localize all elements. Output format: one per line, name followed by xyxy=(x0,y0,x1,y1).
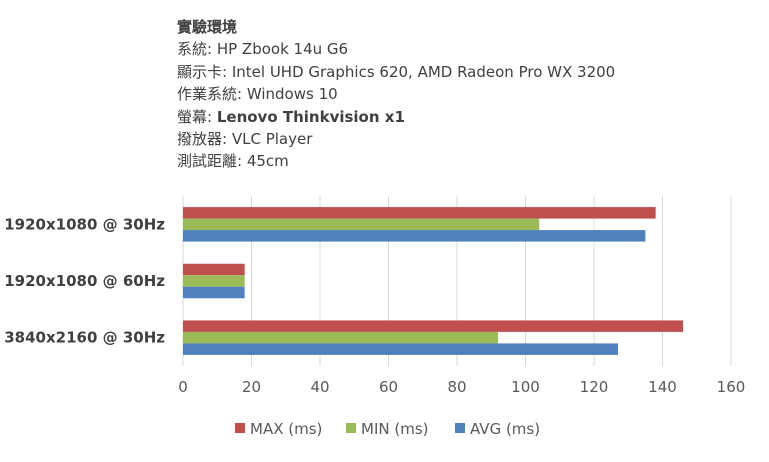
info-lines: 系統: HP Zbook 14u G6 顯示卡: Intel UHD Graphi… xyxy=(177,38,615,172)
info-line: 螢幕: Lenovo Thinkvision x1 xyxy=(177,106,615,128)
bar xyxy=(183,218,540,231)
x-tick-label: 40 xyxy=(310,378,329,396)
bar xyxy=(183,320,684,332)
chart-legend: MAX (ms) MIN (ms) AVG (ms) xyxy=(235,420,540,438)
bar xyxy=(183,286,245,299)
info-separator: : xyxy=(222,62,232,81)
bar xyxy=(183,207,656,219)
x-tick-label: 100 xyxy=(511,378,540,396)
bar xyxy=(183,230,646,242)
info-separator: : xyxy=(207,107,217,126)
bar xyxy=(183,263,245,276)
bar xyxy=(183,275,245,287)
experiment-info: 實驗環境 系統: HP Zbook 14u G6 顯示卡: Intel UHD G… xyxy=(177,16,615,173)
legend-swatch xyxy=(235,423,245,433)
info-line: 系統: HP Zbook 14u G6 xyxy=(177,38,615,60)
info-line: 測試距離: 45cm xyxy=(177,150,615,172)
info-separator: : xyxy=(207,40,217,59)
info-value: Windows 10 xyxy=(246,85,338,104)
bar xyxy=(183,331,499,344)
info-value: VLC Player xyxy=(231,130,313,149)
x-tick-label: 80 xyxy=(447,378,466,396)
info-value: Intel UHD Graphics 620, AMD Radeon Pro W… xyxy=(231,62,616,81)
x-tick-label: 0 xyxy=(178,378,188,396)
info-key: 撥放器 xyxy=(177,130,223,149)
info-key: 顯示卡 xyxy=(177,62,223,81)
info-separator: : xyxy=(222,130,232,149)
x-tick-label: 120 xyxy=(580,378,609,396)
chart-bars xyxy=(183,207,684,355)
info-key: 系統 xyxy=(177,40,208,59)
category-label: 1920x1080 @ 60Hz xyxy=(4,272,165,290)
info-separator: : xyxy=(237,85,247,104)
x-tick-label: 140 xyxy=(648,378,677,396)
info-key: 作業系統 xyxy=(177,85,238,104)
info-line: 顯示卡: Intel UHD Graphics 620, AMD Radeon … xyxy=(177,61,615,83)
legend-swatch xyxy=(455,423,465,433)
info-key: 測試距離 xyxy=(177,152,238,171)
legend-label: AVG (ms) xyxy=(470,420,540,438)
bar xyxy=(183,343,618,355)
x-tick-labels: 0 20 40 60 80 100 120 140 160 xyxy=(178,378,745,396)
x-tick-label: 20 xyxy=(242,378,261,396)
info-title: 實驗環境 xyxy=(177,18,238,36)
info-key: 螢幕 xyxy=(177,107,208,126)
x-tick-label: 60 xyxy=(379,378,398,396)
info-value: Lenovo Thinkvision x1 xyxy=(216,107,405,126)
legend-label: MIN (ms) xyxy=(361,420,429,438)
info-line: 作業系統: Windows 10 xyxy=(177,83,615,105)
info-separator: : xyxy=(237,152,247,171)
info-value: HP Zbook 14u G6 xyxy=(216,40,349,59)
info-value: 45cm xyxy=(246,152,289,171)
legend-label: MAX (ms) xyxy=(250,420,322,438)
x-tick-label: 160 xyxy=(717,378,746,396)
category-labels: 1920x1080 @ 30Hz 1920x1080 @ 60Hz 3840x216… xyxy=(4,215,165,346)
category-label: 1920x1080 @ 30Hz xyxy=(4,215,165,233)
category-label: 3840x2160 @ 30Hz xyxy=(4,329,165,347)
legend-swatch xyxy=(346,423,356,433)
info-line: 撥放器: VLC Player xyxy=(177,128,615,150)
